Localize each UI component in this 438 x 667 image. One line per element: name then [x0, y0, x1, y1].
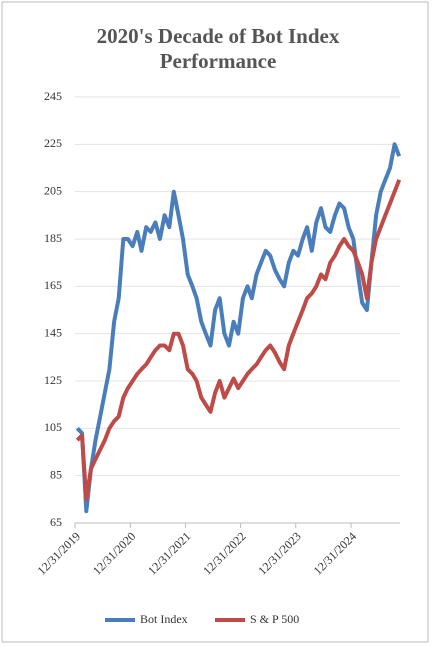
y-tick-label: 245 — [44, 89, 62, 103]
y-tick-label: 65 — [50, 515, 62, 529]
y-tick-label: 185 — [44, 231, 62, 245]
y-tick-label: 165 — [44, 278, 62, 292]
y-tick-label: 85 — [50, 467, 62, 481]
series-line — [75, 179, 402, 502]
chart-title: 2020's Decade of Bot Index — [97, 24, 340, 48]
y-tick-label: 125 — [44, 373, 62, 387]
legend-label: S & P 500 — [250, 612, 299, 626]
chart-title: Performance — [160, 49, 277, 73]
y-tick-label: 205 — [44, 183, 62, 197]
y-tick-label: 225 — [44, 136, 62, 150]
series-line — [75, 142, 402, 514]
y-tick-label: 105 — [44, 420, 62, 434]
legend-label: Bot Index — [140, 612, 188, 626]
y-tick-label: 145 — [44, 325, 62, 339]
